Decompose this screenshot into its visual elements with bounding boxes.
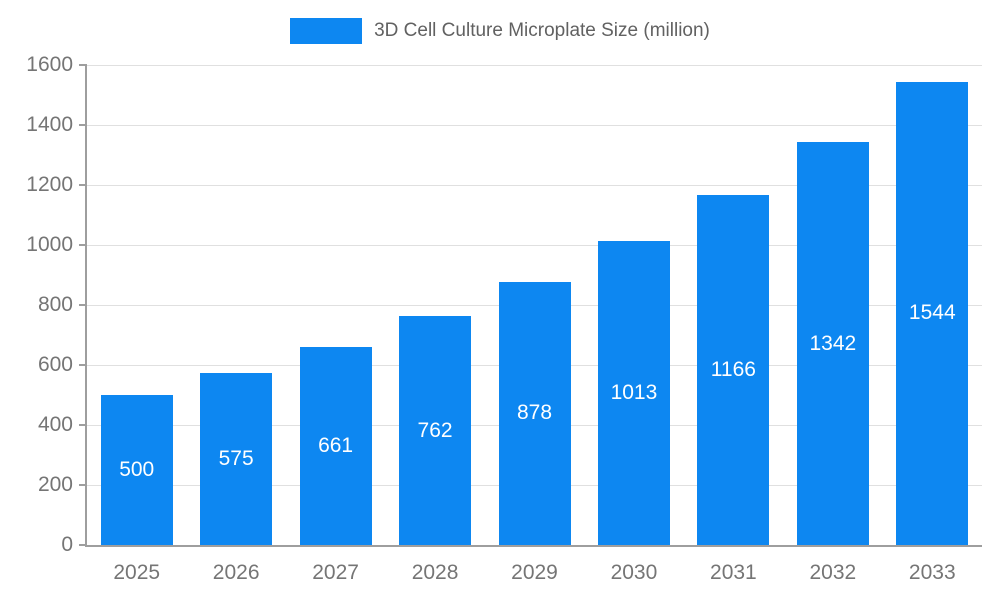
x-axis-label: 2030 [610,561,658,584]
y-axis-label: 400 [37,413,73,436]
bar-2028: 762 [399,316,472,545]
x-axis-label: 2028 [411,561,459,584]
plot-area: 0 200 400 600 800 1000 1200 1400 1600 500 2025 575 2… [26,53,982,584]
y-axis-tick [79,544,87,546]
bar-2033: 1544 [896,81,969,545]
x-axis-label: 2025 [113,561,161,584]
x-axis-label: 2033 [908,561,956,584]
y-axis-tick [79,184,87,186]
bar-value-label: 500 [119,458,155,481]
y-axis-label: 1400 [26,113,73,136]
y-axis-tick [79,304,87,306]
x-axis-label: 2032 [809,561,857,584]
y-axis-label: 0 [61,533,73,556]
y-axis-label: 1600 [26,53,73,76]
y-axis-tick [79,124,87,126]
x-axis-label: 2027 [312,561,359,584]
bar-value-label: 1013 [610,381,658,405]
bar-2031: 1166 [697,195,770,545]
chart-title: 3D Cell Culture Microplate Size (million… [374,20,710,41]
gridline [87,65,982,66]
bar-2027: 661 [299,346,372,545]
bar-2029: 878 [498,281,571,545]
gridline [87,185,982,186]
y-axis-tick [79,244,87,246]
y-axis-label: 1000 [26,233,73,256]
bar-value-label: 878 [516,401,553,425]
y-axis-label: 1200 [26,173,73,196]
chart-legend: 3D Cell Culture Microplate Size (million… [0,18,1000,44]
bar-2032: 1342 [796,142,869,545]
bar-value-label: 575 [218,446,254,470]
y-axis-label: 200 [37,473,73,496]
bar-value-label: 1544 [908,301,956,325]
bar-2026: 575 [200,372,273,545]
y-axis-tick [79,64,87,66]
bar-2025: 500 [100,395,173,545]
legend-swatch-icon [290,18,363,44]
y-axis-tick [79,484,87,486]
y-axis-tick [79,424,87,426]
y-axis-tick [79,364,87,366]
bar-2030: 1013 [597,241,670,545]
x-axis-label: 2026 [212,561,260,584]
x-axis-label: 2031 [710,561,757,584]
bar-value-label: 1342 [809,331,857,355]
bar-value-label: 661 [318,433,354,457]
y-axis-label: 800 [37,293,73,316]
gridline [87,245,982,246]
bar-value-label: 1166 [710,358,756,382]
x-axis-label: 2029 [511,561,558,584]
gridline [87,125,982,126]
bar-value-label: 762 [417,418,453,442]
y-axis-label: 600 [37,353,73,376]
